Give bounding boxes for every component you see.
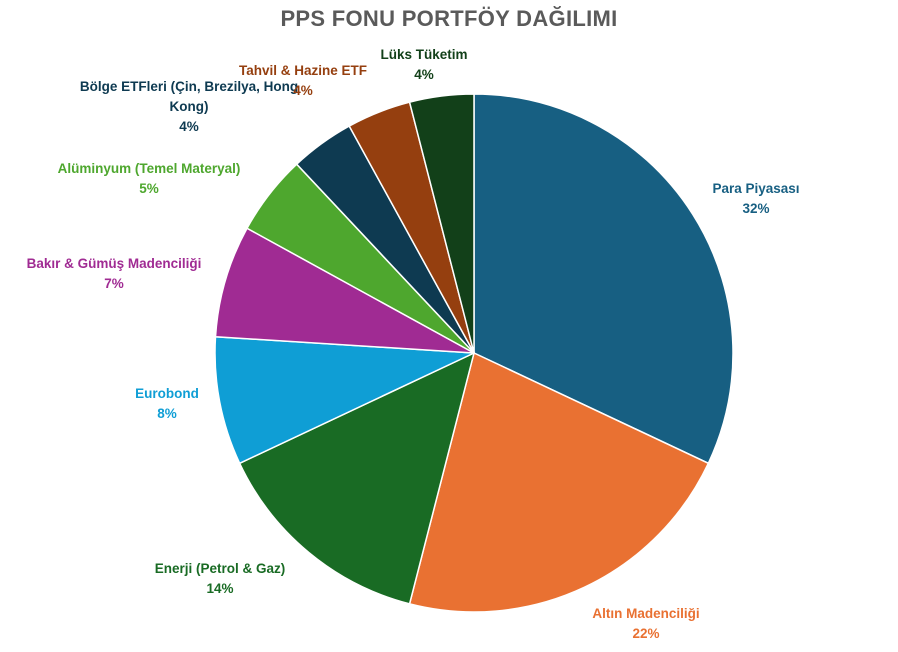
slice-pct-8: 4% (293, 83, 313, 98)
slice-label-1: Para Piyasası (712, 181, 799, 196)
slice-pct-7: 4% (179, 119, 199, 134)
pie-slice-4 (214, 335, 475, 465)
slice-pct-5: 7% (104, 276, 124, 291)
slice-label-6: Alüminyum (Temel Materyal) (58, 161, 241, 176)
pie-slice-2 (408, 351, 710, 613)
slice-pct-6: 5% (139, 181, 159, 196)
slice-label-3: Enerji (Petrol & Gaz) (155, 561, 286, 576)
slice-label-2: Altın Madenciliği (592, 606, 699, 621)
pie-slice-3 (238, 351, 476, 605)
pie-slice-5 (214, 227, 475, 354)
slice-pct-9: 4% (414, 67, 434, 82)
slice-pct-2: 22% (632, 626, 659, 641)
slice-label-9: Lüks Tüketim (380, 47, 467, 62)
slice-pct-1: 32% (742, 201, 769, 216)
slice-label-5: Bakır & Gümüş Madenciliği (27, 256, 202, 271)
slice-label-4: Eurobond (135, 386, 199, 401)
slice-label-8: Tahvil & Hazine ETF (239, 63, 367, 78)
pie-slices (214, 93, 734, 613)
slice-pct-3: 14% (206, 581, 233, 596)
pie-slice-1 (473, 93, 734, 465)
pie-slice-9 (408, 93, 475, 354)
chart-title: PPS FONU PORTFÖY DAĞILIMI (280, 6, 618, 31)
slice-label-7: Bölge ETFleri (Çin, Brezilya, Hong Kong) (80, 79, 298, 114)
slice-pct-4: 8% (157, 406, 177, 421)
pie-labels: Para Piyasası 32% Altın Madenciliği 22% Ener… (27, 47, 800, 641)
